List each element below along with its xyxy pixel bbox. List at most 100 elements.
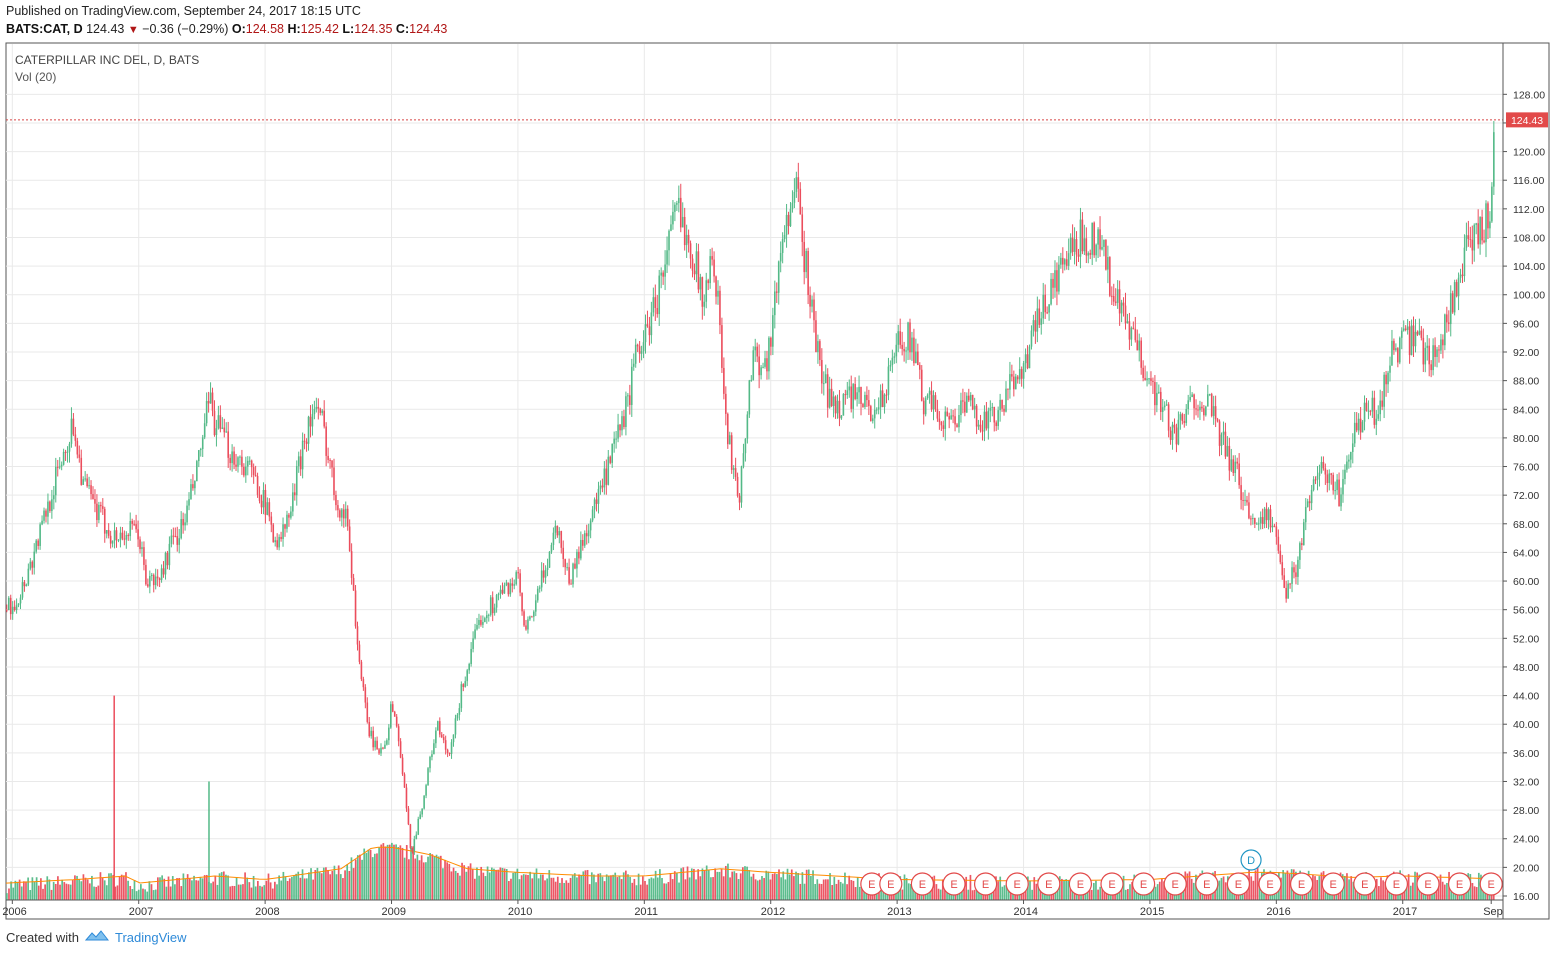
- x-tick-label: 2008: [255, 906, 279, 918]
- candle-body: [1359, 418, 1362, 433]
- earnings-marker-label: E: [1235, 879, 1242, 891]
- candle-body: [98, 504, 100, 521]
- volume-bar: [678, 882, 680, 900]
- candle-body: [832, 396, 835, 407]
- candle-body: [221, 427, 224, 429]
- candle-body: [542, 570, 545, 578]
- candle-body: [339, 510, 341, 518]
- volume-bar: [1065, 879, 1068, 900]
- candle-body: [141, 547, 143, 550]
- earnings-marker-label: E: [1298, 879, 1305, 891]
- candle-body: [1299, 543, 1301, 560]
- volume-bar: [114, 886, 117, 900]
- candle-body: [1103, 240, 1105, 247]
- volume-bar: [235, 877, 238, 900]
- candle-body: [877, 407, 880, 410]
- candle-body: [211, 392, 214, 411]
- candle-body: [172, 535, 175, 537]
- candle-body: [873, 409, 876, 419]
- volume-bar: [331, 870, 334, 900]
- candle-body: [237, 457, 239, 467]
- candle-body: [1267, 509, 1270, 521]
- candle-body: [981, 430, 984, 432]
- volume-bar: [1029, 880, 1031, 900]
- tradingview-link[interactable]: TradingView: [114, 930, 187, 945]
- volume-bar: [1446, 882, 1448, 900]
- volume-bar: [135, 891, 138, 900]
- volume-bar: [259, 885, 261, 900]
- candle-body: [1150, 378, 1152, 381]
- candle-body: [689, 243, 692, 259]
- symbol-label[interactable]: BATS:CAT, D: [6, 22, 83, 36]
- candle-body: [188, 499, 190, 506]
- candle-body: [1447, 322, 1450, 325]
- candle-body: [924, 398, 927, 415]
- volume-bar: [941, 879, 944, 900]
- price-axis[interactable]: 16.00 20.00 24.00 28.00 32.00 36.00 40.00 44.00…: [1503, 89, 1545, 903]
- candle-body: [699, 277, 702, 290]
- candle-body: [871, 418, 874, 422]
- candle-body: [709, 256, 711, 284]
- candle-body: [23, 582, 26, 587]
- volume-bar: [1058, 876, 1061, 900]
- candle-body: [664, 264, 666, 277]
- x-tick-label: 2006: [2, 906, 26, 918]
- candle-body: [656, 308, 659, 315]
- time-axis[interactable]: 2006 2007 2008 2009 2010 2011 2012 2013 2014 2015…: [2, 900, 1503, 918]
- created-with-label: Created with: [6, 930, 79, 945]
- candle-body: [601, 485, 604, 488]
- candle-body: [444, 740, 447, 750]
- candle-body: [388, 727, 390, 741]
- volume-bar: [937, 888, 940, 900]
- volume-bar: [744, 866, 746, 900]
- tradingview-logo-icon[interactable]: [84, 930, 110, 945]
- candle-body: [1255, 523, 1258, 525]
- volume-bar: [454, 870, 457, 900]
- candle-body: [681, 216, 684, 228]
- candle-body: [319, 408, 322, 413]
- volume-bar: [1477, 872, 1480, 900]
- volume-bar: [765, 870, 768, 900]
- candle-body: [775, 291, 778, 293]
- candle-body: [456, 714, 459, 719]
- volume-bar: [835, 883, 838, 900]
- candle-body: [486, 615, 488, 619]
- volume-bar: [1158, 881, 1161, 900]
- volume-bar: [801, 872, 804, 900]
- volume-bar: [756, 880, 759, 900]
- volume-bar: [180, 886, 183, 900]
- volume-bar: [944, 889, 946, 900]
- candle-body: [1304, 506, 1307, 523]
- x-tick-label: 2016: [1266, 906, 1290, 918]
- candle-body: [198, 450, 200, 462]
- candle-body: [1436, 349, 1438, 357]
- candle-body: [687, 234, 690, 244]
- volume-bar: [216, 884, 219, 900]
- candle-body: [62, 451, 65, 465]
- volume-bar: [852, 880, 855, 900]
- candle-body: [1034, 320, 1037, 332]
- candle-body: [256, 476, 259, 495]
- volume-bar: [1092, 882, 1095, 900]
- volume-bar: [469, 863, 472, 900]
- y-tick-label: 24.00: [1513, 834, 1539, 846]
- candle-body: [1361, 421, 1364, 433]
- candle-body: [607, 456, 610, 485]
- earnings-marker: [1258, 872, 1282, 896]
- candle-body: [1404, 328, 1407, 330]
- candle-body: [1216, 419, 1219, 422]
- volume-bar: [1220, 877, 1223, 900]
- volume-bar: [559, 882, 561, 900]
- candle-body: [570, 583, 572, 585]
- price-chart[interactable]: E E E E E E E E E E E E E E E E E E E E ED 16.0020.0024.0028…: [0, 0, 1556, 925]
- candle-body: [403, 774, 406, 788]
- event-markers[interactable]: E E E E E E E E E E E E E E E E E E E E ED: [860, 849, 1503, 896]
- candle-body: [529, 616, 531, 620]
- candle-body: [934, 395, 937, 410]
- candle-body: [442, 737, 445, 741]
- volume-bar: [1407, 874, 1410, 900]
- candle-body: [229, 457, 231, 464]
- volume-bar: [20, 886, 23, 900]
- candle-body: [1424, 347, 1427, 365]
- volume-bar: [795, 871, 797, 900]
